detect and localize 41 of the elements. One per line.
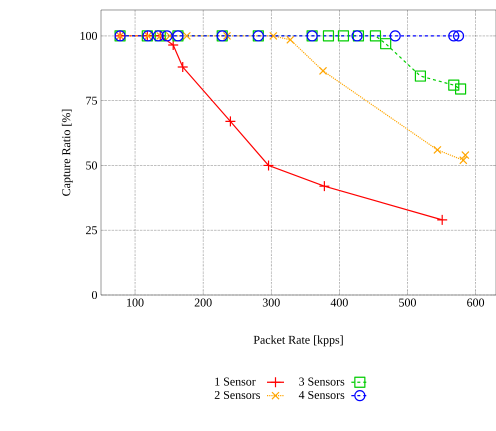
point: [182, 32, 191, 40]
point: [461, 150, 470, 160]
y-tick-label: 0: [92, 290, 98, 300]
legend-label: 1 Sensor: [215, 378, 256, 386]
point: [168, 39, 179, 51]
legend-label: 4 Sensors: [298, 390, 344, 399]
point: [454, 83, 466, 95]
point: [414, 70, 426, 82]
point: [224, 116, 236, 128]
x-tick-label: 500: [399, 298, 416, 307]
point: [459, 156, 468, 164]
point: [286, 36, 294, 44]
point: [370, 30, 382, 42]
legend-label: 2 Sensors: [214, 390, 260, 399]
point: [222, 32, 232, 40]
y-tick-label: 75: [86, 96, 98, 105]
point: [433, 146, 442, 154]
y-axis-title: Capture Ratio [%]: [62, 110, 73, 196]
point: [380, 38, 392, 50]
x-tick-label: 400: [330, 298, 348, 307]
point: [436, 214, 448, 226]
point: [448, 80, 460, 91]
legend-label: 3 Sensors: [299, 378, 344, 386]
point: [318, 66, 328, 76]
x-tick-label: 300: [262, 298, 280, 307]
x-tick-label: 100: [127, 298, 144, 307]
point: [269, 32, 278, 40]
point: [338, 30, 350, 42]
y-tick-label: 100: [80, 32, 98, 40]
point: [322, 30, 334, 42]
y-tick-label: 50: [86, 161, 98, 170]
point: [318, 180, 330, 192]
point: [262, 160, 274, 172]
point: [390, 30, 401, 42]
point: [448, 30, 460, 42]
point: [177, 61, 188, 73]
x-tick-label: 200: [194, 298, 212, 307]
y-tick-label: 25: [86, 226, 98, 234]
x-tick-label: 600: [467, 298, 484, 307]
x-axis-title: Packet Rate [kpps]: [254, 335, 343, 346]
point: [452, 30, 464, 42]
